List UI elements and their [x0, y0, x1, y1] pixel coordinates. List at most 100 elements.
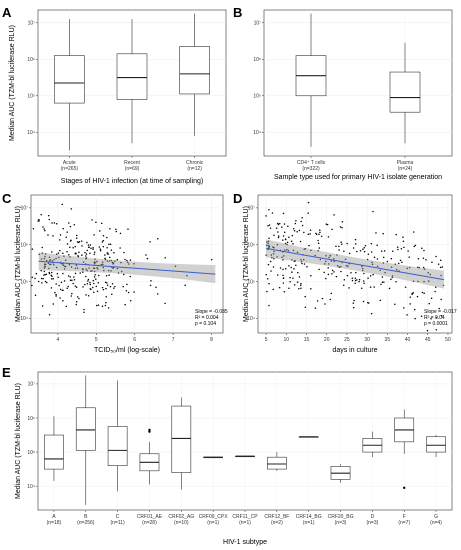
panel-d-data-point	[273, 250, 275, 253]
panel-c-data-point	[88, 267, 90, 269]
panel-d-data-point	[395, 268, 398, 271]
panel-d-data-point	[295, 264, 297, 266]
panel-c-y-tick-label: 10⁶	[20, 242, 28, 248]
panel-d-data-point	[267, 224, 269, 227]
panel-b-y-tick-label: 10⁴	[253, 130, 261, 136]
panel-c-data-point	[75, 264, 78, 266]
panel-c-data-point	[114, 260, 116, 262]
panel-c-data-point	[47, 214, 50, 217]
panel-d-data-point	[302, 258, 305, 261]
panel-c-data-point	[43, 257, 46, 260]
panel-d-x-tick-label: 40	[405, 337, 411, 343]
panel-c-data-point	[90, 270, 92, 272]
panel-c-data-point	[68, 263, 71, 266]
panel-d-data-point	[296, 230, 298, 233]
panel-e-outlier-point	[148, 428, 151, 432]
panel-c-data-point	[112, 262, 115, 264]
panel-d-data-point	[268, 208, 270, 211]
panel-c-data-point	[78, 251, 80, 253]
panel-c-data-point	[34, 277, 36, 280]
panel-c-data-point	[53, 264, 55, 266]
panel-c-data-point	[45, 260, 48, 262]
panel-c-data-point	[68, 253, 70, 256]
panel-c-data-point	[81, 267, 84, 270]
panel-e-category-label: CRF20_BG	[328, 514, 354, 520]
panel-d-data-point	[394, 263, 397, 265]
panel-d-data-point	[271, 212, 274, 214]
panel-d-data-point	[401, 261, 403, 263]
panel-a-box	[54, 19, 85, 151]
panel-d-data-point	[316, 300, 319, 302]
panel-d-data-point	[318, 233, 320, 236]
panel-d-data-point	[352, 306, 355, 309]
box-body	[171, 405, 192, 473]
panel-d-data-point	[406, 314, 408, 316]
panel-c-x-tick-label: 5	[95, 337, 98, 343]
panel-d-data-point	[271, 256, 273, 259]
panel-d-data-point	[434, 290, 436, 293]
panel-c-data-point	[93, 270, 96, 273]
panel-d-data-point	[272, 288, 274, 291]
panel-c-data-point	[69, 246, 71, 249]
panel-d-data-point	[350, 272, 352, 274]
panel-c-data-point	[101, 241, 104, 243]
panel-d-data-point	[435, 316, 438, 319]
panel-d-data-point	[286, 243, 288, 246]
panel-d-data-point	[268, 237, 270, 239]
panel-d-data-point	[269, 260, 272, 263]
panel-d-data-point	[355, 271, 357, 274]
panel-d-data-point	[325, 223, 328, 225]
panel-d-data-point	[342, 284, 345, 287]
panel-c-data-point	[95, 221, 97, 224]
panel-c-data-point	[61, 203, 63, 206]
panel-d-data-point	[408, 256, 410, 258]
panel-e-x-axis-title: HIV-1 subtype	[223, 539, 267, 546]
panel-e-category-label: D	[371, 514, 375, 520]
panel-c-data-point	[95, 278, 97, 280]
panel-c-y-tick-label: 10⁵	[20, 279, 28, 285]
panel-c-data-point	[101, 305, 104, 308]
panel-d-data-point	[340, 241, 342, 243]
panel-e-category-label: CRF12_BF	[264, 514, 289, 520]
panel-c-data-point	[77, 255, 79, 257]
panel-e-category-count: (n=1)	[239, 520, 251, 526]
panel-c-data-point	[85, 268, 87, 270]
panel-d-data-point	[373, 256, 376, 258]
panel-d-data-point	[291, 259, 293, 261]
panel-e-category-count: (n=7)	[398, 520, 410, 526]
panel-c-data-point	[124, 258, 126, 261]
panel-c-data-point	[97, 304, 100, 306]
panel-d-data-point	[301, 216, 303, 219]
panel-c-data-point	[50, 278, 53, 280]
panel-c-data-point	[64, 265, 66, 267]
box-body	[389, 71, 421, 113]
panel-d-data-point	[295, 220, 297, 222]
panel-d-data-point	[283, 231, 286, 233]
panel-d-data-point	[386, 260, 389, 263]
panel-c-data-point	[62, 252, 64, 255]
panel-d-data-point	[268, 304, 270, 307]
panel-c-data-point	[91, 219, 93, 221]
panel-c-data-point	[40, 258, 43, 260]
panel-d-data-point	[272, 266, 275, 268]
panel-c-data-point	[49, 263, 51, 266]
panel-c-data-point	[58, 239, 61, 241]
panel-c-data-point	[95, 285, 97, 288]
panel-c-data-point	[83, 308, 85, 311]
panel-c-data-point	[46, 281, 48, 284]
panel-d-data-point	[276, 256, 278, 258]
panel-d-data-point	[287, 249, 290, 252]
panel-d-data-point	[290, 266, 292, 269]
panel-c-data-point	[43, 267, 46, 269]
panel-c-data-point	[92, 291, 95, 293]
panel-d-data-point	[344, 258, 347, 260]
panel-d-data-point	[362, 269, 364, 272]
panel-c-data-point	[111, 261, 114, 264]
panel-a-category-label: Chronic	[186, 160, 204, 166]
panel-c-data-point	[47, 234, 49, 236]
panel-d-data-point	[359, 250, 362, 252]
panel-c-data-point	[157, 293, 159, 295]
panel-d-data-point	[390, 278, 392, 280]
panel-d-data-point	[267, 242, 269, 245]
panel-b-category-count: (n=322)	[302, 166, 320, 172]
